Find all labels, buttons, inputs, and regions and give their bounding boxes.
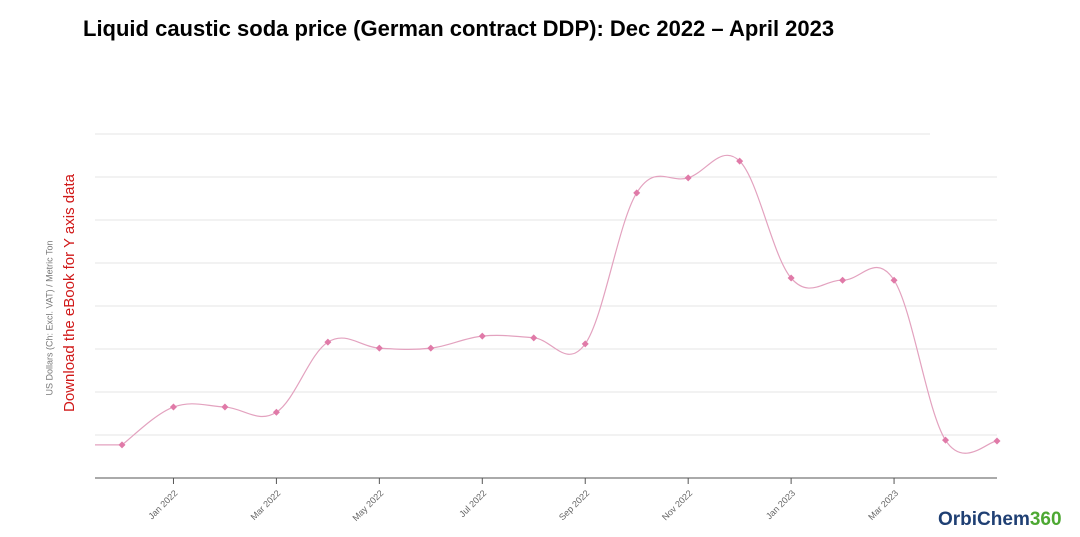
x-tick-label: Nov 2022 <box>660 488 694 522</box>
marker <box>169 403 177 411</box>
marker <box>890 276 898 284</box>
marker <box>736 157 744 165</box>
y-axis-label: US Dollars (Ch: Excl. VAT) / Metric Ton <box>44 240 54 395</box>
marker <box>942 436 950 444</box>
marker <box>427 344 435 352</box>
marker <box>839 276 847 284</box>
marker <box>787 274 795 282</box>
line <box>121 154 998 454</box>
marker <box>478 332 486 340</box>
marker <box>221 403 229 411</box>
x-tick-label: Sep 2022 <box>557 488 591 522</box>
marker <box>633 189 641 197</box>
marker <box>272 408 280 416</box>
logo-text: OrbiChem <box>938 509 1030 530</box>
logo: OrbiChem360 <box>938 509 1062 530</box>
note: Download the eBook for Y axis data <box>61 173 78 412</box>
x-tick-label: Jan 2023 <box>764 488 797 521</box>
logo-suffix: 360 <box>1030 509 1062 530</box>
marker <box>684 174 692 182</box>
marker <box>375 344 383 352</box>
chart-title: Liquid caustic soda price (German contra… <box>83 16 834 41</box>
marker <box>324 338 332 346</box>
marker <box>530 334 538 342</box>
x-tick-label: Mar 2022 <box>249 488 283 522</box>
x-tick-label: Jan 2022 <box>146 488 179 521</box>
marker <box>118 441 126 449</box>
marker <box>993 437 1001 445</box>
marker <box>581 340 589 348</box>
x-tick-label: Mar 2023 <box>866 488 900 522</box>
x-tick-label: May 2022 <box>350 488 385 523</box>
x-tick-label: Jul 2022 <box>457 488 488 519</box>
